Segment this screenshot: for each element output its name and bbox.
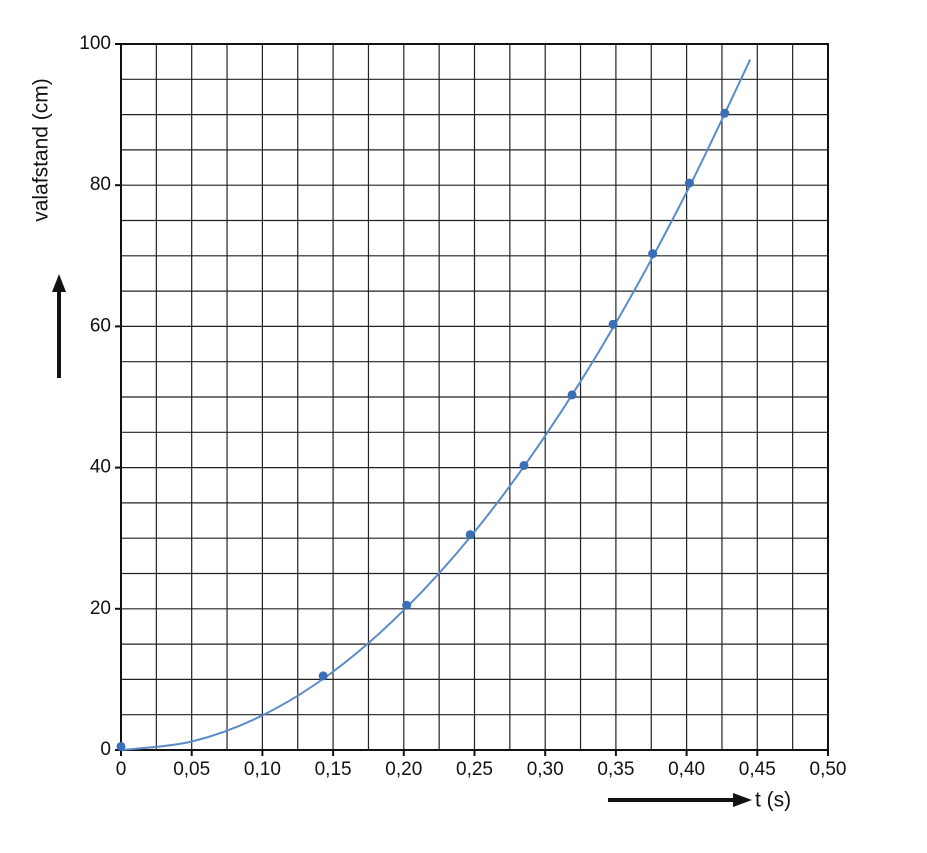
x-tick-label: 0,30 (527, 759, 564, 780)
data-point (519, 460, 529, 470)
data-point (318, 671, 328, 681)
x-tick-label: 0,35 (597, 759, 634, 780)
x-tick-label: 0,40 (668, 759, 705, 780)
y-tick-label: 0 (100, 739, 111, 760)
x-tick-label: 0,05 (173, 759, 210, 780)
data-point (684, 178, 694, 188)
data-point (402, 600, 412, 610)
x-tick-label: 0,15 (315, 759, 352, 780)
fit-curve (120, 59, 752, 751)
x-axis-label: t (s) (755, 789, 791, 812)
y-tick-label: 40 (90, 457, 111, 478)
data-point (648, 249, 658, 259)
x-tick-label: 0,45 (739, 759, 776, 780)
data-point (608, 319, 618, 329)
x-tick-label: 0,50 (810, 759, 847, 780)
y-tick-label: 60 (90, 315, 111, 336)
x-tick-label: 0,20 (385, 759, 422, 780)
data-point (465, 530, 475, 540)
y-arrow-head (52, 274, 66, 292)
y-axis-label: valafstand (cm) (30, 78, 53, 222)
data-point (720, 108, 730, 118)
x-tick-label: 0 (116, 759, 127, 780)
data-point (567, 390, 577, 400)
y-tick-label: 20 (90, 598, 111, 619)
x-tick-label: 0,10 (244, 759, 281, 780)
data-point (116, 741, 126, 751)
x-arrow-head (733, 793, 752, 807)
x-tick-label: 0,25 (456, 759, 493, 780)
y-tick-label: 100 (79, 33, 111, 54)
y-tick-label: 80 (90, 174, 111, 195)
